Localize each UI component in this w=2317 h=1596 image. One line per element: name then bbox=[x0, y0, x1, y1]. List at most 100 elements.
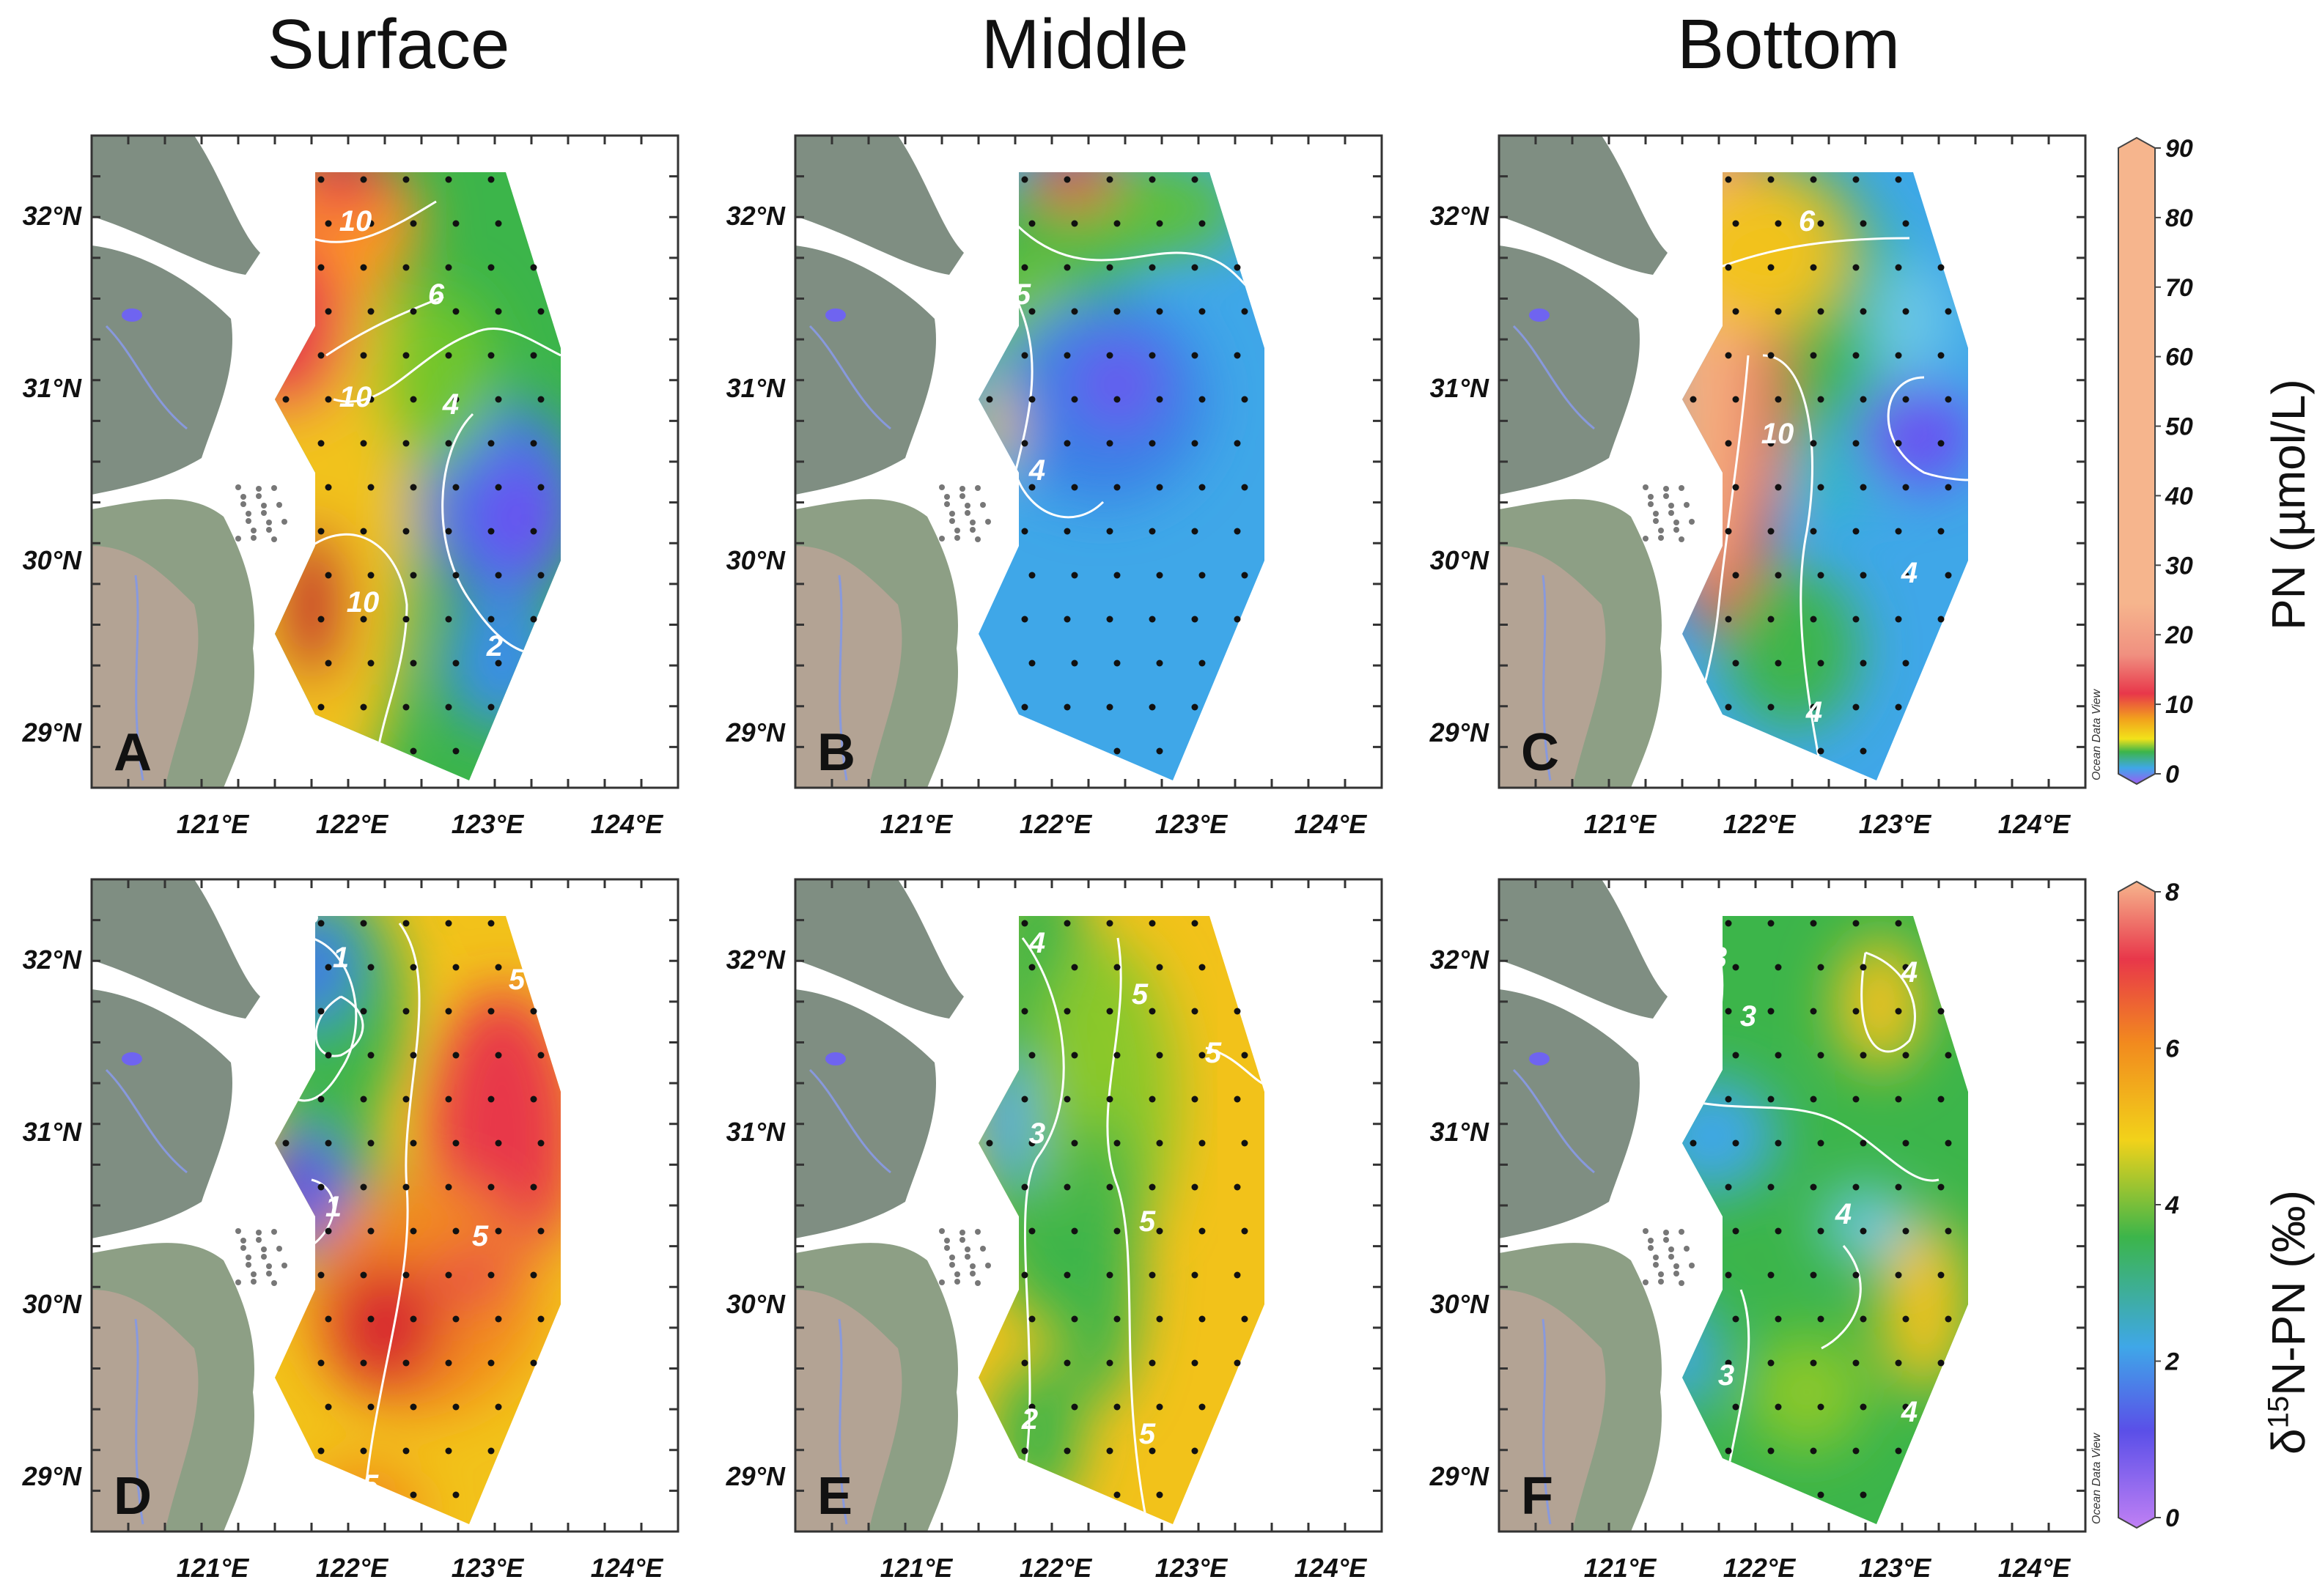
station-dot bbox=[445, 616, 452, 623]
station-dot bbox=[1064, 1271, 1071, 1279]
contour-label: 1 bbox=[333, 942, 349, 974]
station-dot bbox=[1028, 660, 1036, 667]
station-dot bbox=[367, 1227, 375, 1235]
station-dot bbox=[367, 572, 375, 579]
station-dot bbox=[325, 220, 332, 227]
station-dot bbox=[1106, 264, 1113, 271]
station-dot bbox=[452, 308, 460, 315]
station-dot bbox=[1106, 1183, 1113, 1191]
lat-label: 30°N bbox=[23, 545, 82, 575]
station-dot bbox=[1902, 1139, 1909, 1147]
contour-label: 5 bbox=[1139, 1418, 1156, 1450]
station-dot bbox=[1198, 1227, 1206, 1235]
station-dot bbox=[1817, 220, 1824, 227]
contour-label: 5 bbox=[1014, 278, 1031, 311]
station-dot bbox=[1071, 1315, 1078, 1323]
station-dot bbox=[1071, 1052, 1078, 1059]
map-panel-d: 3 1 5 1 5 5 5 32°N 31°N 30°N 29°N 121°E 122°E 123°E 12… bbox=[0, 876, 704, 1594]
station-dot bbox=[1071, 220, 1078, 227]
station-dot bbox=[530, 440, 537, 447]
station-dot bbox=[530, 1271, 537, 1279]
station-dot bbox=[1775, 220, 1782, 227]
lon-label: 124°E bbox=[1998, 1553, 2071, 1583]
colorbar-tick-label: 80 bbox=[2165, 204, 2193, 232]
lat-label: 30°N bbox=[23, 1289, 82, 1319]
station-dot bbox=[1113, 1139, 1121, 1147]
station-dot bbox=[1191, 264, 1198, 271]
station-dot bbox=[1732, 572, 1739, 579]
station-dot bbox=[1064, 616, 1071, 623]
lon-label: 124°E bbox=[1998, 809, 2071, 839]
station-dot bbox=[1021, 1359, 1028, 1367]
station-dot bbox=[495, 396, 502, 403]
station-dot bbox=[445, 920, 452, 927]
station-dot bbox=[1852, 440, 1860, 447]
station-dot bbox=[360, 176, 367, 183]
station-dot bbox=[1234, 264, 1241, 271]
station-dot bbox=[1810, 616, 1817, 623]
colorbar-tick-label: 0 bbox=[2165, 761, 2179, 788]
station-dot bbox=[1191, 528, 1198, 535]
station-dot bbox=[1149, 528, 1156, 535]
station-dot bbox=[317, 1447, 325, 1455]
station-dot bbox=[530, 616, 537, 623]
station-dot bbox=[1725, 616, 1732, 623]
lon-label: 121°E bbox=[880, 809, 953, 839]
stations bbox=[986, 920, 1248, 1499]
station-dot bbox=[1028, 572, 1036, 579]
map-svg-e: 4 5 5 3 5 5 2 32°N 31°N 30°N 29°N 121°E 122°E 123°E 12… bbox=[726, 878, 1383, 1583]
station-dot bbox=[410, 1491, 417, 1499]
station-dot bbox=[1895, 440, 1902, 447]
contour-label: 2 bbox=[486, 630, 503, 662]
station-dot bbox=[1149, 1183, 1156, 1191]
station-dot bbox=[1156, 572, 1163, 579]
station-dot bbox=[1021, 528, 1028, 535]
station-dot bbox=[410, 1052, 417, 1059]
station-dot bbox=[1895, 1271, 1902, 1279]
station-dot bbox=[1817, 484, 1824, 491]
station-dot bbox=[1156, 396, 1163, 403]
station-dot bbox=[1198, 1403, 1206, 1411]
station-dot bbox=[1064, 528, 1071, 535]
station-dot bbox=[1817, 308, 1824, 315]
station-dot bbox=[1113, 1052, 1121, 1059]
ocean-data-view-watermark: Ocean Data View bbox=[2091, 1432, 2103, 1524]
station-dot bbox=[1775, 1052, 1782, 1059]
station-dot bbox=[1156, 964, 1163, 971]
station-dot bbox=[487, 1008, 495, 1015]
contour-label: 4 bbox=[1805, 696, 1822, 728]
lon-label: 122°E bbox=[316, 1553, 388, 1583]
station-dot bbox=[1198, 484, 1206, 491]
lat-label: 29°N bbox=[1429, 717, 1489, 747]
station-dot bbox=[402, 264, 410, 271]
station-dot bbox=[1937, 352, 1945, 359]
station-dot bbox=[1198, 1139, 1206, 1147]
station-dot bbox=[1767, 1008, 1775, 1015]
station-dot bbox=[1028, 1227, 1036, 1235]
lat-label: 30°N bbox=[1430, 1289, 1489, 1319]
contour-label: 5 bbox=[1205, 1037, 1222, 1069]
lon-label: 123°E bbox=[452, 809, 524, 839]
station-dot bbox=[1064, 703, 1071, 711]
station-dot bbox=[1028, 1315, 1036, 1323]
station-dot bbox=[1156, 660, 1163, 667]
station-dot bbox=[410, 747, 417, 755]
station-dot bbox=[402, 920, 410, 927]
station-dot bbox=[1852, 1008, 1860, 1015]
colorbar-tick-label: 60 bbox=[2165, 344, 2193, 372]
station-dot bbox=[1113, 572, 1121, 579]
station-dot bbox=[1198, 964, 1206, 971]
panel-letter: F bbox=[1521, 1467, 1553, 1526]
station-dot bbox=[1852, 1183, 1860, 1191]
station-dot bbox=[1810, 352, 1817, 359]
station-dot bbox=[360, 352, 367, 359]
station-dot bbox=[1902, 572, 1909, 579]
map-svg-a: 10 6 10 4 10 2 6 32°N 31°N 30°N 29°N 121°E 122°E 123°… bbox=[22, 134, 679, 839]
map-svg-c: 6 10 4 4 32°N 31°N 30°N 29°N 121°E 122°E 123°E 124°… bbox=[1429, 134, 2103, 839]
station-dot bbox=[1775, 964, 1782, 971]
station-dot bbox=[325, 660, 332, 667]
station-dot bbox=[1021, 920, 1028, 927]
station-dot bbox=[1732, 396, 1739, 403]
station-dot bbox=[1945, 572, 1952, 579]
